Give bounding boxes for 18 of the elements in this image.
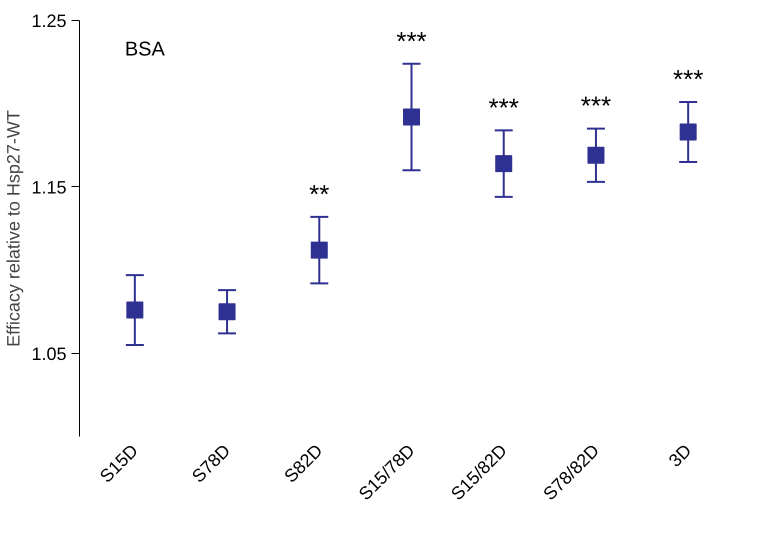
point: [403, 108, 420, 126]
point: [680, 123, 697, 140]
point: [310, 242, 328, 259]
annotation: BSA: [124, 38, 166, 60]
annotation: ***: [672, 64, 704, 94]
y-tick-label: 1.05: [31, 344, 67, 364]
point: [495, 155, 512, 172]
point: [218, 303, 236, 320]
x-tick-label: 3D: [664, 440, 696, 471]
point: [126, 302, 144, 319]
annotation: ***: [396, 26, 427, 56]
y-tick-label: 1.25: [31, 11, 67, 31]
point: [587, 146, 604, 164]
y-axis-title: Efficacy relative to Hsp27-WT: [3, 110, 24, 347]
annotation: ***: [488, 92, 519, 122]
y-tick-label: 1.15: [31, 177, 67, 198]
annotation: ***: [580, 90, 612, 121]
annotation: **: [309, 178, 330, 209]
